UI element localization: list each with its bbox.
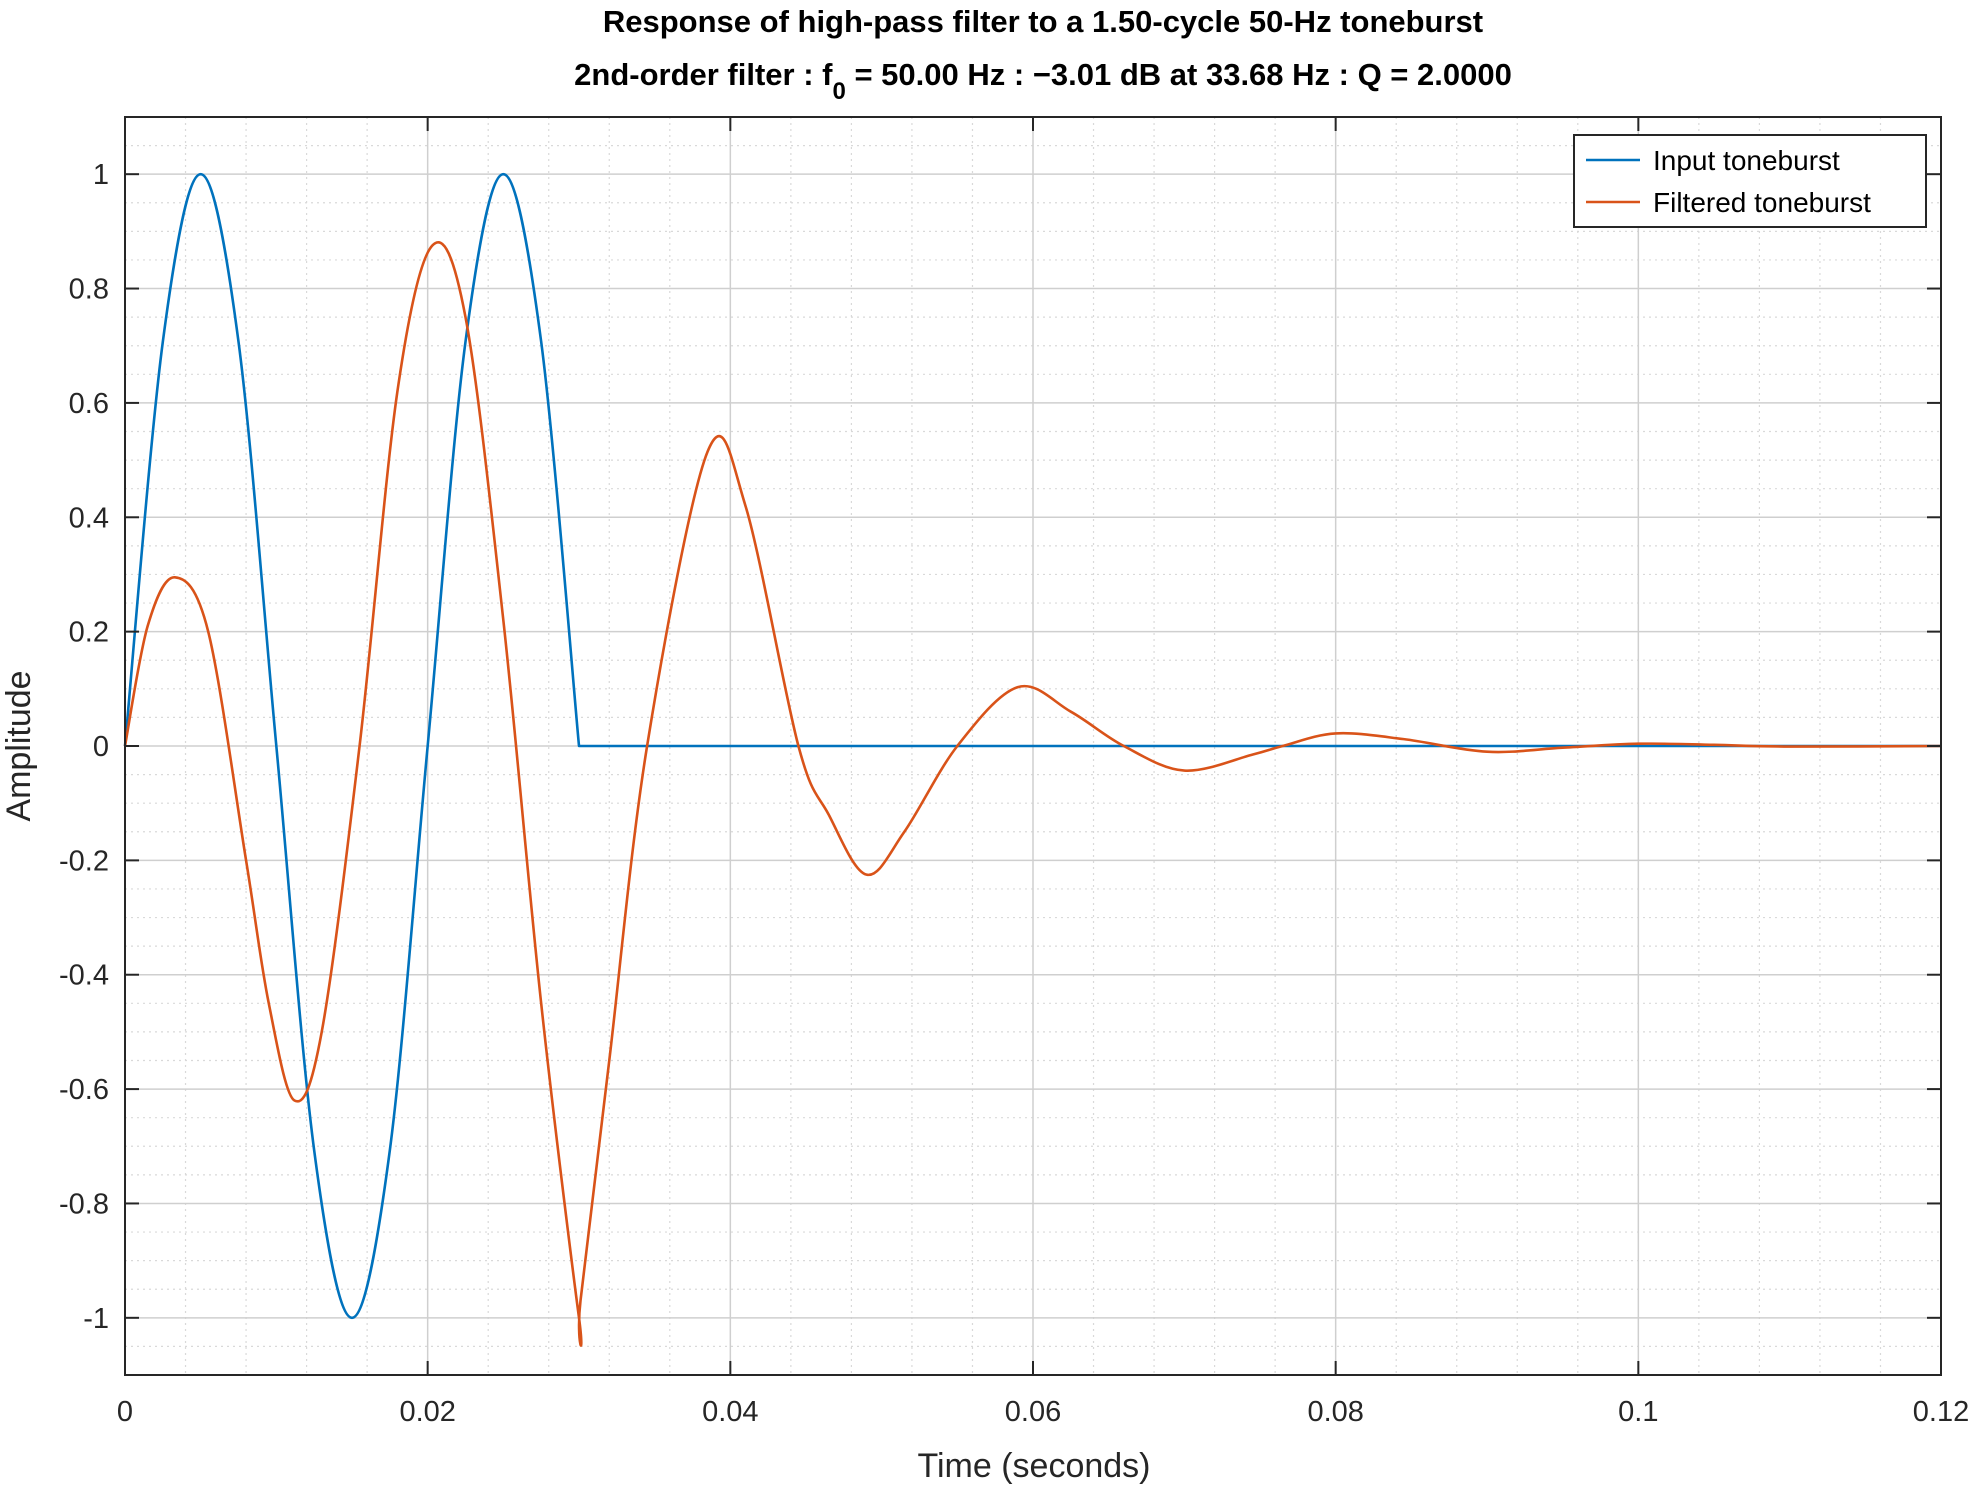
y-tick-label: -1 <box>83 1303 109 1335</box>
y-tick-label: -0.4 <box>59 960 109 992</box>
legend: Input toneburst Filtered toneburst <box>1573 134 1927 228</box>
y-tick-label: -0.8 <box>59 1188 109 1220</box>
x-tick-labels: 0 0.02 0.04 0.06 0.08 0.1 0.12 <box>117 1396 1969 1428</box>
series-layer <box>123 172 1942 1347</box>
x-tick-label: 0.1 <box>1618 1396 1658 1428</box>
legend-label-input: Input toneburst <box>1653 145 1840 176</box>
y-tick-label: 0.6 <box>69 388 109 420</box>
x-tick-label: 0.08 <box>1307 1396 1363 1428</box>
subtitle-text-after: = 50.00 Hz : −3.01 dB at 33.68 Hz : Q = … <box>846 57 1512 92</box>
y-tick-label: -0.6 <box>59 1074 109 1106</box>
x-tick-label: 0.06 <box>1005 1396 1061 1428</box>
y-axis-label: Amplitude <box>0 670 38 821</box>
subtitle-subscript: 0 <box>832 78 845 105</box>
y-tick-label: 0.2 <box>69 617 109 649</box>
x-tick-label: 0 <box>117 1396 133 1428</box>
x-tick-label: 0.02 <box>399 1396 455 1428</box>
legend-label-filtered: Filtered toneburst <box>1653 187 1871 218</box>
x-tick-label: 0.04 <box>702 1396 758 1428</box>
tick-marks <box>124 117 1942 1375</box>
y-tick-label: 0 <box>93 731 109 763</box>
subtitle-text-before: 2nd-order filter : f <box>574 57 833 92</box>
series-line-input-toneburst <box>123 172 1941 1320</box>
x-axis-label: Time (seconds) <box>917 1447 1150 1485</box>
y-tick-label: 1 <box>93 159 109 191</box>
chart-title: Response of high-pass filter to a 1.50-c… <box>603 4 1483 39</box>
chart-subtitle: 2nd-order filter : f0 = 50.00 Hz : −3.01… <box>574 57 1512 105</box>
y-tick-label: 0.8 <box>69 274 109 306</box>
y-tick-label: -0.2 <box>59 845 109 877</box>
legend-box <box>1573 134 1927 228</box>
series-line-filtered-toneburst <box>123 241 1942 1347</box>
y-tick-labels: -1 -0.8 -0.6 -0.4 -0.2 0 0.2 0.4 0.6 0.8 1 <box>59 159 109 1335</box>
x-tick-label: 0.12 <box>1913 1396 1969 1428</box>
y-tick-label: 0.4 <box>69 502 109 534</box>
